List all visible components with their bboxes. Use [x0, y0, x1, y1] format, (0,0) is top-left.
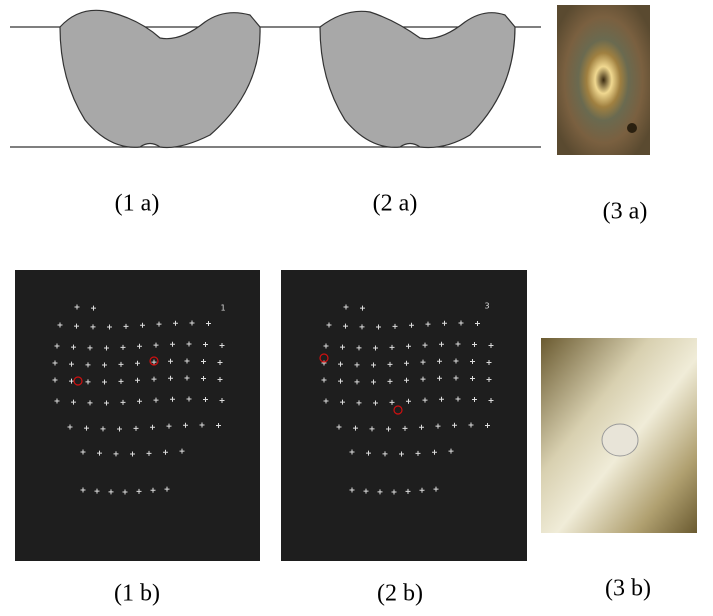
panel-label: (2 b): [377, 581, 423, 607]
dark-panel: [281, 270, 527, 561]
panel-label: (2 a): [373, 191, 418, 217]
dark-panel: [15, 270, 260, 561]
photo-detail: [602, 424, 638, 456]
photo: [557, 5, 650, 155]
figure: 1 3 (1 a) (2 a) (3 a) (1 b) (2 b) (3 b): [0, 0, 713, 611]
panel-label: (3 b): [605, 576, 651, 602]
frame-number: 1: [220, 304, 225, 313]
panel-label: (1 b): [114, 581, 160, 607]
photo-detail: [627, 123, 637, 133]
panel-label: (1 a): [115, 191, 160, 217]
weld-profile: [10, 10, 541, 147]
panel-label: (3 a): [603, 199, 648, 225]
frame-number: 3: [484, 302, 489, 311]
